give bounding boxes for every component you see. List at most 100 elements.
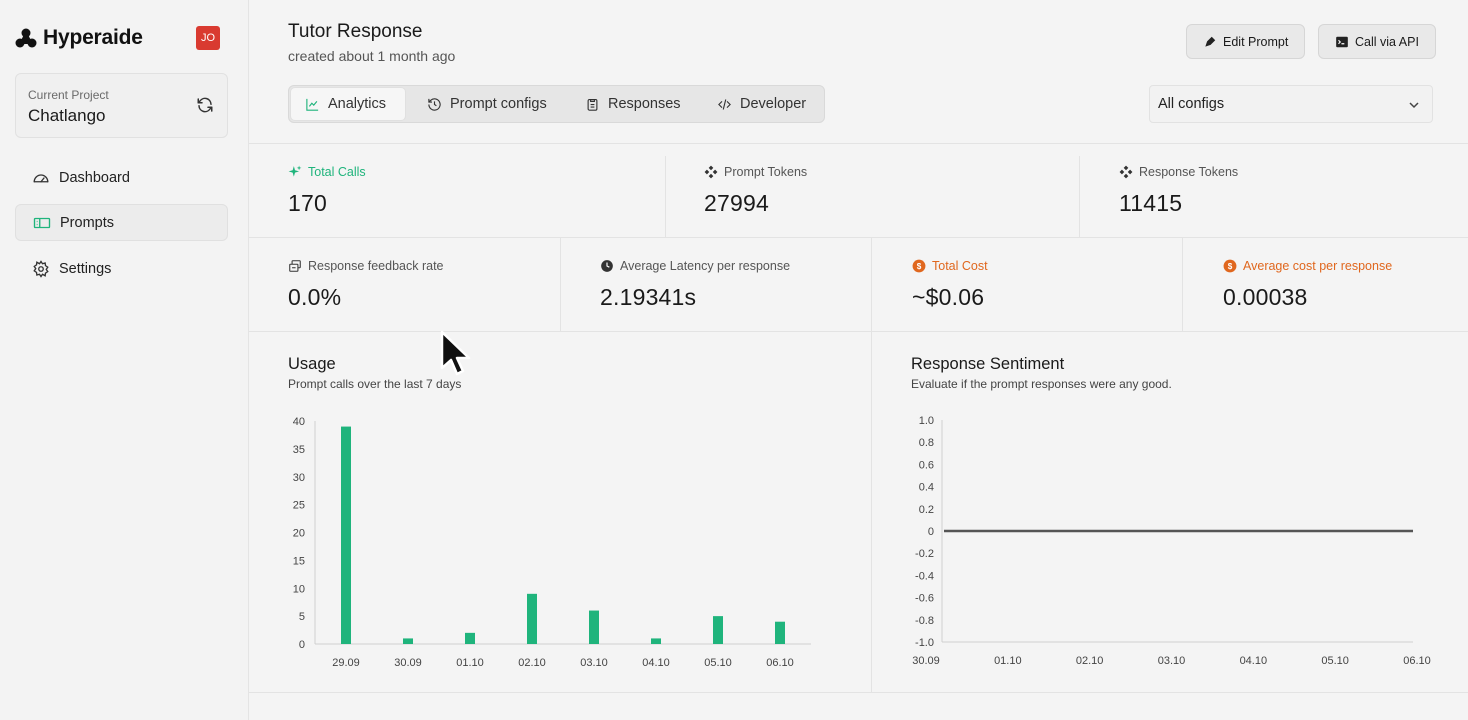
coin-icon: $: [912, 259, 926, 273]
project-label: Current Project: [28, 88, 109, 102]
y-tick-label: 0.8: [919, 437, 934, 449]
stat-prompt-tokens: Prompt Tokens 27994: [704, 164, 807, 217]
sidebar-item-settings[interactable]: Settings: [15, 250, 228, 287]
divider: [249, 331, 1468, 332]
x-tick-label: 04.10: [642, 657, 670, 669]
refresh-icon[interactable]: [196, 96, 214, 114]
divider: [249, 237, 1468, 238]
stat-value: 0.00038: [1223, 284, 1308, 310]
y-tick-label: 30: [293, 472, 305, 484]
stat-value: 170: [288, 190, 327, 216]
y-tick-label: 25: [293, 500, 305, 512]
y-tick-label: 40: [293, 416, 305, 428]
stat-total-calls: Total Calls 170: [288, 164, 366, 217]
tab-label: Analytics: [328, 96, 387, 112]
y-tick-label: -0.2: [915, 548, 934, 560]
tab-label: Prompt configs: [450, 96, 547, 112]
y-tick-label: 0.2: [919, 504, 934, 516]
divider: [560, 237, 561, 331]
code-icon: [718, 98, 731, 110]
sidebar-item-prompts[interactable]: Prompts: [15, 204, 228, 241]
divider: [665, 156, 666, 237]
feedback-icon: [289, 260, 301, 272]
usage-bar: [651, 638, 661, 644]
main-content: Tutor Response created about 1 month ago…: [249, 0, 1468, 720]
edit-prompt-label: Edit Prompt: [1223, 34, 1289, 49]
tab-label: Responses: [608, 96, 681, 112]
config-select[interactable]: All configs: [1149, 85, 1433, 123]
x-tick-label: 01.10: [456, 657, 484, 669]
gauge-icon: [33, 173, 49, 182]
x-tick-label: 06.10: [1403, 655, 1431, 667]
y-tick-label: 0: [928, 526, 934, 538]
prompt-icon: [33, 217, 51, 228]
usage-title: Usage: [288, 355, 336, 373]
stat-feedback-rate: Response feedback rate 0.0%: [288, 258, 444, 311]
usage-bar: [589, 610, 599, 644]
stat-value: 2.19341s: [600, 284, 697, 310]
divider: [1182, 237, 1183, 331]
tab-developer[interactable]: Developer: [703, 88, 820, 120]
stat-total-cost: $ Total Cost ~$0.06: [912, 258, 988, 311]
sidebar-item-label: Dashboard: [59, 169, 130, 186]
y-tick-label: -1.0: [915, 637, 934, 649]
x-tick-label: 03.10: [1158, 655, 1186, 667]
stat-label: Average Latency per response: [620, 259, 791, 273]
divider: [249, 692, 1468, 693]
tab-prompt-configs[interactable]: Prompt configs: [413, 88, 561, 120]
mouse-cursor-icon: [440, 330, 471, 376]
usage-bar: [527, 593, 537, 644]
history-icon: [428, 97, 441, 111]
logo[interactable]: Hyperaide: [15, 26, 143, 50]
page-subtitle: created about 1 month ago: [288, 48, 456, 64]
y-tick-label: 20: [293, 528, 305, 540]
avatar[interactable]: JO: [196, 26, 220, 50]
config-select-value: All configs: [1158, 96, 1225, 112]
y-tick-label: 10: [293, 583, 305, 595]
y-tick-label: -0.6: [915, 593, 934, 605]
chevron-down-icon: [1409, 102, 1419, 109]
edit-prompt-button[interactable]: Edit Prompt: [1186, 24, 1306, 59]
x-tick-label: 30.09: [912, 655, 940, 667]
tab-responses[interactable]: Responses: [571, 88, 695, 120]
x-tick-label: 06.10: [766, 657, 794, 669]
stat-average-cost: $ Average cost per response 0.00038: [1223, 258, 1392, 311]
x-tick-label: 02.10: [1076, 655, 1104, 667]
call-via-api-button[interactable]: Call via API: [1318, 24, 1436, 59]
x-tick-label: 05.10: [704, 657, 732, 669]
terminal-icon: [1336, 36, 1348, 47]
sidebar-item-dashboard[interactable]: Dashboard: [15, 159, 228, 196]
y-tick-label: 0.6: [919, 459, 934, 471]
divider: [871, 237, 872, 692]
y-tick-label: -0.8: [915, 615, 934, 627]
usage-bar: [775, 621, 785, 644]
page-title: Tutor Response: [288, 21, 423, 42]
sidebar-item-label: Prompts: [60, 214, 114, 231]
stat-label: Total Cost: [932, 259, 988, 273]
svg-text:$: $: [917, 262, 922, 271]
tab-bar: Analytics Prompt configs Responses Devel…: [288, 85, 825, 123]
token-icon: [1119, 165, 1133, 179]
stat-average-latency: Average Latency per response 2.19341s: [600, 258, 790, 311]
x-tick-label: 04.10: [1240, 655, 1268, 667]
stat-value: 0.0%: [288, 284, 342, 310]
x-tick-label: 03.10: [580, 657, 608, 669]
gear-icon: [33, 259, 49, 278]
stat-value: 27994: [704, 190, 769, 216]
x-tick-label: 05.10: [1321, 655, 1349, 667]
x-tick-label: 29.09: [332, 657, 360, 669]
hyperaide-logo-icon: [15, 28, 37, 48]
usage-bar: [713, 616, 723, 644]
sentiment-subtitle: Evaluate if the prompt responses were an…: [911, 377, 1172, 391]
project-name: Chatlango: [28, 106, 106, 125]
x-tick-label: 01.10: [994, 655, 1022, 667]
usage-bar: [341, 426, 351, 644]
coin-icon: $: [1223, 259, 1237, 273]
tab-analytics[interactable]: Analytics: [291, 88, 405, 120]
x-tick-label: 30.09: [394, 657, 422, 669]
stat-label: Prompt Tokens: [724, 165, 808, 179]
divider: [1079, 156, 1080, 237]
project-switcher[interactable]: Current Project Chatlango: [15, 73, 228, 138]
sidebar: Hyperaide JO Current Project Chatlango D…: [0, 0, 249, 720]
y-tick-label: 1.0: [919, 415, 934, 427]
